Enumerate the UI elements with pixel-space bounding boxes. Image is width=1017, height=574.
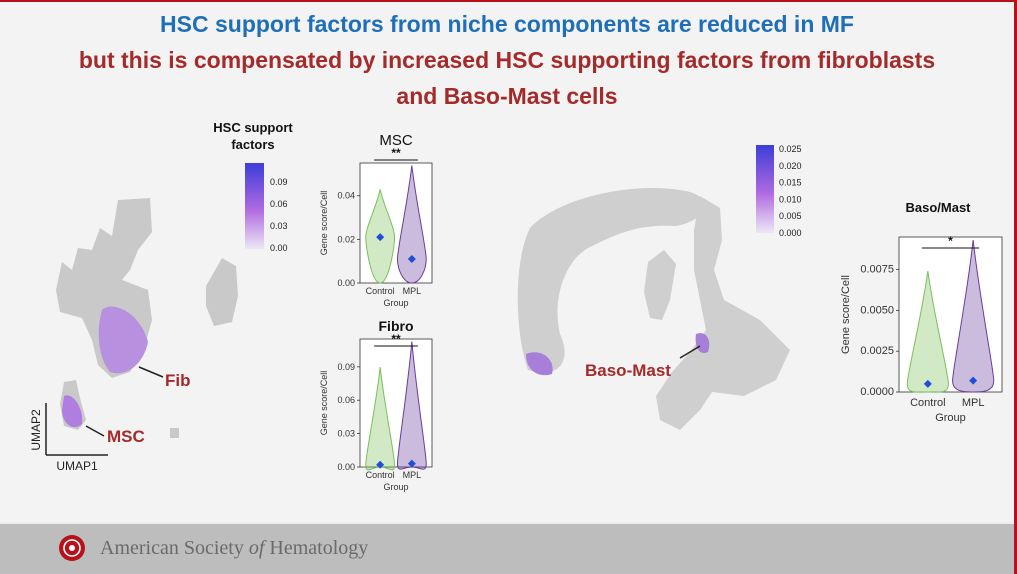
chart-title: Fibro bbox=[379, 318, 414, 334]
org-name-part-3: Hematology bbox=[264, 537, 369, 559]
x-tick-label: Control bbox=[366, 286, 395, 296]
significance-label: * bbox=[948, 234, 953, 248]
y-tick-label: 0.04 bbox=[337, 191, 355, 201]
slide-border-top bbox=[0, 0, 1017, 2]
y-tick-label: 0.09 bbox=[337, 362, 355, 372]
violin-mpl bbox=[396, 165, 427, 284]
y-tick-label: 0.00 bbox=[337, 278, 355, 288]
figure-area: Fib MSC UMAP2 UMAP1 HSC support factors … bbox=[29, 120, 1003, 492]
significance-label: ** bbox=[391, 146, 401, 160]
y-axis-label: Gene score/Cell bbox=[319, 191, 329, 256]
violin-control bbox=[906, 271, 949, 393]
footer-bar bbox=[0, 524, 1014, 574]
legend-tick-label: 0.00 bbox=[270, 243, 288, 253]
plot-panel bbox=[898, 236, 1003, 393]
umap-y-axis-label: UMAP2 bbox=[29, 409, 43, 451]
legend-tick-label: 0.06 bbox=[270, 199, 288, 209]
mean-marker bbox=[969, 376, 978, 385]
umap-left-msc-highlight bbox=[62, 395, 83, 428]
x-axis-label: Group bbox=[935, 412, 966, 424]
slide-canvas bbox=[0, 2, 1014, 522]
violin-chart-baso-mast: Baso/Mast 0.0000 0.0025 0.0050 0.0075 Gene sc… bbox=[840, 200, 1003, 424]
y-tick-label: 0.02 bbox=[337, 234, 355, 244]
umap-left-small-cluster bbox=[170, 428, 179, 438]
umap-right-arc bbox=[517, 188, 706, 373]
x-axis-label: Group bbox=[383, 482, 408, 492]
plot-panel bbox=[359, 338, 433, 468]
baso-mast-label: Baso-Mast bbox=[585, 361, 671, 380]
legend-left-ticks: 0.09 0.06 0.03 0.00 bbox=[270, 177, 288, 253]
y-tick-label: 0.0025 bbox=[860, 345, 894, 357]
violin-chart-fibro: Fibro 0.00 0.03 0.06 0.09 Gene score/Cell Cont… bbox=[319, 318, 433, 492]
legend-tick-label: 0.000 bbox=[779, 228, 802, 238]
slide-border-right bbox=[1014, 0, 1017, 574]
mean-marker bbox=[376, 233, 385, 242]
x-tick-label: MPL bbox=[962, 397, 985, 409]
legend-tick-label: 0.03 bbox=[270, 221, 288, 231]
title-line-1: HSC support factors from niche component… bbox=[160, 11, 854, 37]
umap-right-main-cluster bbox=[656, 196, 790, 430]
umap-right-arc-highlight bbox=[526, 352, 553, 376]
y-tick-label: 0.0000 bbox=[860, 386, 894, 398]
legend-left-title-line-2: factors bbox=[231, 137, 274, 152]
violin-chart-msc: MSC 0.00 0.02 0.04 Gene score/Cell Control MPL… bbox=[319, 132, 433, 308]
fib-pointer-line bbox=[138, 366, 164, 378]
legend-tick-label: 0.025 bbox=[779, 144, 802, 154]
y-tick-label: 0.06 bbox=[337, 395, 355, 405]
y-tick-label: 0.0050 bbox=[860, 304, 894, 316]
legend-left-title-line-1: HSC support bbox=[213, 120, 293, 135]
legend-tick-label: 0.010 bbox=[779, 194, 802, 204]
x-tick-label: Control bbox=[910, 397, 945, 409]
significance-label: ** bbox=[391, 332, 401, 346]
legend-tick-label: 0.015 bbox=[779, 178, 802, 188]
org-name-part-1: American Society bbox=[100, 537, 249, 559]
umap-right-baso-highlight bbox=[695, 333, 710, 354]
legend-tick-label: 0.005 bbox=[779, 211, 802, 221]
x-tick-label: Control bbox=[366, 470, 395, 480]
organization-name: American Society of Hematology bbox=[100, 537, 368, 560]
plot-panel bbox=[359, 162, 433, 284]
msc-pointer-line bbox=[85, 425, 105, 437]
y-tick-label: 0.0075 bbox=[860, 264, 894, 276]
legend-tick-label: 0.09 bbox=[270, 177, 288, 187]
y-tick-label: 0.00 bbox=[337, 462, 355, 472]
legend-right-ticks: 0.025 0.020 0.015 0.010 0.005 0.000 bbox=[779, 144, 802, 238]
legend-left-colorbar bbox=[245, 163, 264, 249]
x-tick-label: MPL bbox=[403, 286, 422, 296]
msc-label: MSC bbox=[107, 427, 145, 446]
fib-label: Fib bbox=[165, 371, 191, 390]
umap-left-fib-highlight bbox=[98, 306, 148, 374]
ash-logo-icon bbox=[59, 535, 85, 561]
mean-marker bbox=[407, 459, 416, 468]
x-tick-label: MPL bbox=[403, 470, 422, 480]
mean-marker bbox=[407, 255, 416, 263]
y-axis-label: Gene score/Cell bbox=[319, 371, 329, 436]
org-name-part-2: of bbox=[248, 537, 265, 559]
chart-title: MSC bbox=[379, 132, 413, 149]
title-line-2: but this is compensated by increased HSC… bbox=[78, 47, 936, 73]
umap-x-axis-label: UMAP1 bbox=[56, 459, 98, 473]
x-axis-label: Group bbox=[383, 298, 408, 308]
umap-left-side-cluster bbox=[206, 258, 238, 326]
mean-marker bbox=[376, 460, 385, 469]
chart-title: Baso/Mast bbox=[905, 200, 971, 215]
mean-marker bbox=[923, 379, 932, 388]
umap-right-branch bbox=[644, 250, 676, 320]
violin-mpl bbox=[952, 240, 995, 393]
y-axis-label: Gene score/Cell bbox=[840, 275, 852, 354]
baso-mast-pointer-line bbox=[679, 345, 701, 359]
y-tick-label: 0.03 bbox=[337, 429, 355, 439]
umap-right: Baso-Mast 0.025 0.020 0.015 0.010 0.005 0.000 bbox=[517, 144, 802, 430]
legend-tick-label: 0.020 bbox=[779, 161, 802, 171]
title-line-3: and Baso-Mast cells bbox=[396, 83, 618, 109]
legend-right-colorbar bbox=[756, 145, 774, 233]
umap-left: Fib MSC UMAP2 UMAP1 HSC support factors … bbox=[29, 120, 293, 473]
